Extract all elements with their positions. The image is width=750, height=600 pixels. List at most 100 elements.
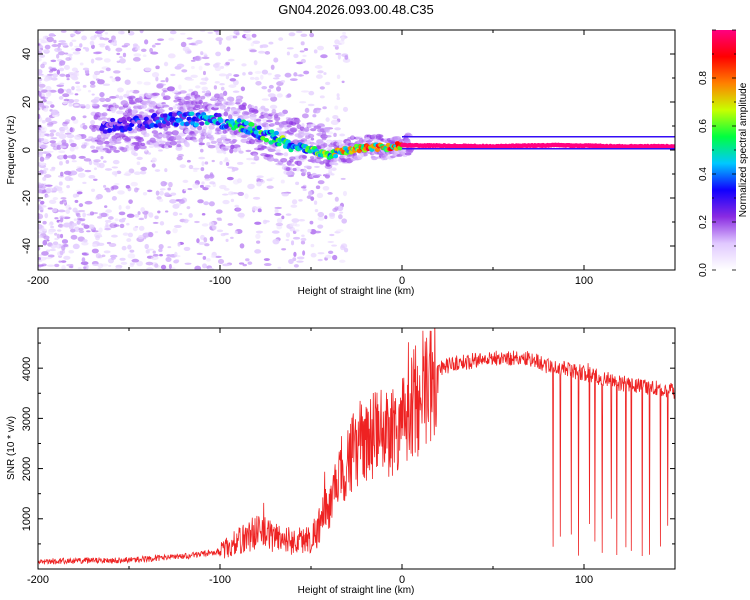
spectrogram-ridge-cell [247, 126, 253, 131]
spectrogram-noise-cell [89, 211, 94, 216]
spectrogram-halo-cell [290, 163, 295, 167]
spectrogram-noise-cell [99, 37, 104, 40]
spectrogram-noise-cell [58, 51, 65, 56]
spectrogram-noise-cell [218, 73, 227, 77]
spectrogram-noise-cell [236, 178, 242, 184]
spectrogram-noise-cell [66, 134, 75, 139]
spectrogram-halo-cell [302, 168, 307, 174]
spectrogram-noise-cell [317, 70, 324, 74]
spectrogram-halo-cell [184, 96, 192, 101]
spectrogram-noise-cell [243, 30, 251, 33]
spectrogram-noise-cell [195, 39, 203, 45]
spectrogram-noise-cell [149, 48, 154, 53]
spectrogram-halo-cell [132, 105, 140, 109]
colorbar-ticks [712, 29, 736, 271]
spectrogram-noise-cell [177, 242, 181, 247]
spectrogram-noise-cell [199, 184, 204, 188]
spectrogram-noise-cell [121, 217, 127, 220]
spectrogram-noise-cell [248, 71, 253, 76]
spectrogram-noise-cell [268, 41, 274, 45]
spectrogram-noise-cell [198, 241, 206, 245]
spectrogram-halo-cell [206, 142, 211, 147]
spectrogram-noise-cell [78, 104, 86, 107]
spectrogram-noise-cell [61, 42, 68, 47]
spectrogram-noise-cell [80, 261, 89, 266]
spectrogram-halo-cell [140, 142, 146, 146]
spectrogram-noise-cell [113, 183, 120, 186]
spectrogram-noise-cell [76, 168, 84, 172]
spectrogram-noise-cell [72, 193, 78, 198]
spectrogram-noise-cell [154, 42, 161, 46]
spectrogram-noise-cell [310, 252, 317, 258]
spectrogram-noise-cell [101, 254, 106, 258]
spectrogram-ridge-cell [110, 117, 116, 123]
spectrogram-halo-cell [261, 145, 267, 150]
spectrogram-halo-cell [307, 133, 315, 139]
spectrogram-noise-cell [245, 258, 250, 262]
spectrogram-noise-cell [125, 184, 131, 189]
spectrogram-noise-cell [254, 249, 262, 254]
spectrogram-noise-cell [269, 104, 278, 109]
spectrogram-noise-cell [221, 193, 229, 196]
spectrogram-halo-cell [303, 165, 312, 169]
spectrogram-noise-cell [152, 250, 156, 254]
spectrogram-noise-cell [76, 191, 83, 195]
spectrogram-halo-cell [325, 134, 332, 138]
spectrogram-ridge-cell [162, 113, 168, 118]
snr-series-group [38, 328, 675, 565]
spectrogram-noise-cell [147, 152, 152, 155]
spectrogram-noise-cell [75, 85, 81, 89]
spectrogram-noise-cell [38, 81, 42, 84]
spectrogram-noise-cell [339, 133, 346, 137]
spectrogram-noise-cell [226, 176, 234, 181]
spectrogram-noise-cell [288, 32, 296, 37]
spectrogram-noise-cell [142, 54, 147, 58]
spectrogram-noise-cell [244, 193, 249, 199]
spectrogram-ridge-cell [160, 123, 167, 128]
spectrogram-noise-cell [160, 180, 167, 187]
spectrogram-noise-cell [148, 145, 155, 148]
spectrogram-noise-cell [132, 226, 138, 232]
spectrogram-halo-cell [210, 140, 217, 144]
spectrogram-noise-cell [69, 138, 73, 143]
spectrogram-noise-cell [240, 86, 246, 92]
spectrogram-noise-cell [165, 77, 169, 83]
spectrogram-halo-cell [137, 138, 145, 142]
spectrogram-noise-cell [71, 160, 77, 163]
spectrogram-noise-cell [226, 46, 231, 52]
spectrogram-noise-cell [256, 181, 262, 187]
spectrogram-noise-cell [73, 104, 80, 107]
spectrogram-halo-cell [134, 144, 141, 150]
spectrogram-noise-cell [54, 217, 59, 220]
spectrogram-noise-cell [40, 126, 48, 132]
spectrogram-halo-cell [266, 156, 275, 162]
spectrogram-ridge-cell [165, 121, 171, 127]
spectrogram-halo-cell [248, 139, 256, 145]
spectrogram-noise-cell [172, 211, 179, 217]
spectrogram-noise-cell [302, 250, 306, 256]
spectrogram-noise-cell [200, 77, 209, 81]
spectrogram-noise-cell [325, 117, 330, 122]
spectrogram-noise-cell [225, 238, 229, 242]
spectrogram-noise-cell [71, 39, 77, 42]
spectrogram-noise-cell [254, 221, 262, 225]
spectrogram-noise-cell [50, 77, 58, 81]
spectrogram-noise-cell [336, 74, 341, 80]
spectrogram-noise-cell [45, 91, 52, 97]
spectrogram-noise-cell [56, 233, 61, 239]
spectrogram-noise-cell [120, 261, 128, 265]
spectrogram-noise-cell [50, 104, 55, 108]
y-tick-label: -40 [21, 238, 33, 254]
spectrogram-halo-cell [322, 142, 328, 148]
spectrogram-noise-cell [74, 199, 79, 203]
spectrogram-halo-cell [278, 113, 285, 117]
spectrogram-noise-cell [73, 218, 78, 221]
spectrogram-noise-cell [84, 138, 93, 142]
spectrogram-noise-cell [81, 223, 86, 226]
spectrogram-noise-cell [222, 232, 229, 236]
spectrogram-noise-cell [62, 101, 68, 105]
spectrogram-noise-cell [249, 76, 255, 80]
spectrogram-noise-cell [213, 63, 219, 68]
spectrogram-noise-cell [81, 241, 89, 246]
spectrogram-noise-cell [145, 261, 154, 266]
